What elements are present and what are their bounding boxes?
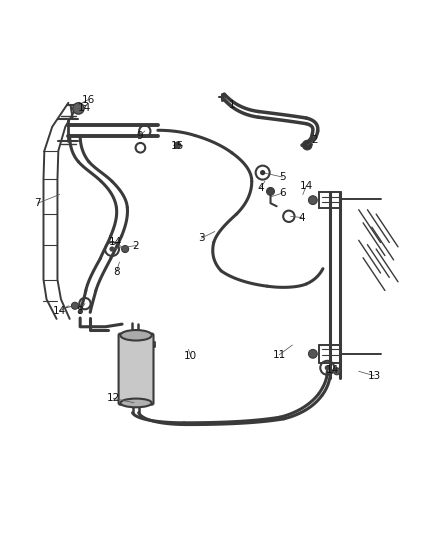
Text: 8: 8 [113, 266, 120, 277]
Ellipse shape [120, 330, 152, 341]
Text: 14: 14 [109, 238, 122, 247]
Text: 1: 1 [229, 100, 235, 110]
Ellipse shape [120, 399, 152, 407]
Circle shape [122, 246, 129, 253]
Text: 6: 6 [279, 188, 286, 198]
Text: 14: 14 [300, 181, 313, 191]
Circle shape [308, 196, 317, 205]
Text: 10: 10 [184, 351, 197, 361]
Text: 11: 11 [272, 350, 286, 360]
Circle shape [308, 350, 317, 358]
Text: 16: 16 [81, 95, 95, 104]
Text: 4: 4 [299, 213, 305, 223]
Circle shape [325, 365, 330, 370]
Circle shape [260, 170, 265, 175]
Text: 4: 4 [257, 183, 264, 193]
Circle shape [110, 246, 115, 252]
Text: 7: 7 [35, 198, 41, 208]
Text: 8: 8 [76, 306, 83, 316]
Text: 2: 2 [133, 240, 139, 251]
Text: 13: 13 [367, 370, 381, 381]
Text: 14: 14 [326, 366, 339, 375]
Circle shape [302, 140, 312, 150]
Text: 9: 9 [136, 131, 143, 141]
Text: 14: 14 [78, 103, 91, 114]
Circle shape [73, 103, 84, 114]
Text: 5: 5 [279, 172, 286, 182]
Circle shape [333, 368, 340, 375]
Text: 12: 12 [107, 393, 120, 403]
Circle shape [71, 302, 78, 309]
Text: 14: 14 [53, 306, 66, 316]
FancyBboxPatch shape [119, 334, 153, 405]
Text: 2: 2 [312, 135, 318, 145]
Circle shape [267, 188, 275, 195]
Circle shape [174, 142, 180, 148]
Text: 15: 15 [171, 141, 184, 151]
Text: 3: 3 [198, 233, 205, 243]
